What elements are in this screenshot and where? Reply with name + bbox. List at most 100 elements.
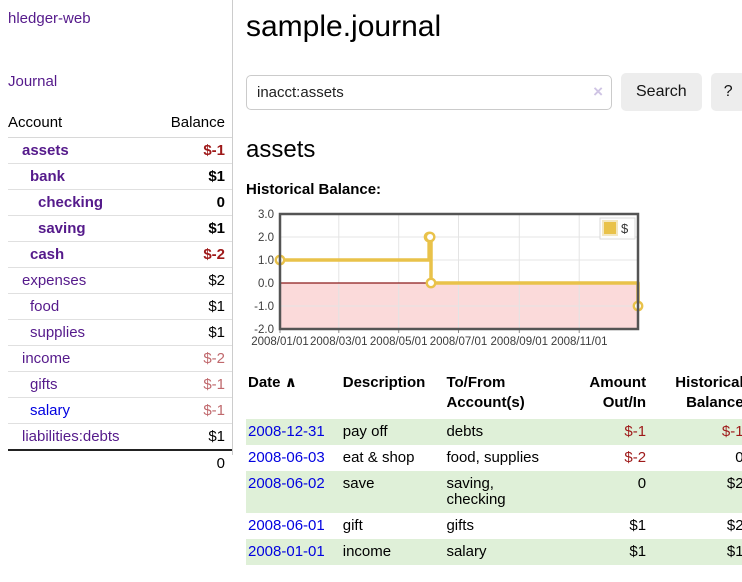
- account-link[interactable]: supplies: [30, 324, 86, 341]
- search-input[interactable]: [246, 74, 612, 110]
- legend-label: $: [621, 221, 629, 236]
- account-balance: $-1: [203, 142, 225, 159]
- transaction-row: 2008-12-31 pay off debts $-1 $-1: [246, 419, 742, 445]
- page: hledger-web Journal Account Balance asse…: [0, 0, 742, 565]
- account-row: liabilities:debts $1: [8, 423, 232, 450]
- account-link[interactable]: liabilities:debts: [22, 428, 120, 445]
- chart-data-point: [425, 277, 437, 289]
- txn-date-cell: 2008-06-02: [246, 471, 343, 513]
- account-balance: $-2: [152, 345, 232, 372]
- txn-accounts: saving, checking: [446, 475, 506, 508]
- account-link[interactable]: salary: [30, 402, 71, 419]
- chart-title: Historical Balance:: [246, 181, 382, 198]
- txn-date-cell: 2008-01-01: [246, 539, 343, 565]
- legend-swatch: [602, 220, 618, 236]
- col-amount: Amount Out/In: [589, 374, 647, 411]
- app-title-link[interactable]: hledger-web: [8, 10, 91, 27]
- account-name-cell: expenses: [8, 267, 153, 294]
- account-row: supplies $1: [8, 319, 232, 346]
- accounts-balance-table: Account Balance assets $-1 bank $1 check…: [8, 110, 232, 476]
- txn-amount: $-1: [624, 423, 647, 440]
- svg-text:2008/03/01: 2008/03/01: [310, 336, 368, 348]
- accounts-total-value: 0: [152, 449, 232, 476]
- txn-amount: $1: [629, 517, 647, 534]
- txn-date-link[interactable]: 2008-06-03: [248, 449, 325, 466]
- chart-data-point: [424, 231, 436, 243]
- col-date[interactable]: Date ∧: [248, 374, 297, 391]
- txn-date-link[interactable]: 2008-06-02: [248, 475, 325, 492]
- account-balance: $2: [152, 267, 232, 294]
- account-link[interactable]: cash: [30, 246, 65, 263]
- txn-date-cell: 2008-06-03: [246, 445, 343, 471]
- search-button[interactable]: Search: [621, 73, 702, 111]
- txn-date-cell: 2008-06-01: [246, 513, 343, 539]
- sidebar: hledger-web Journal Account Balance asse…: [0, 0, 233, 476]
- account-name-cell: salary: [8, 397, 153, 424]
- transaction-row: 2008-01-01 income salary $1 $1: [246, 539, 742, 565]
- account-name-cell: supplies: [8, 319, 153, 346]
- account-row: expenses $2: [8, 267, 232, 294]
- historical-balance-chart: 3.0 2.0 1.0 0.0 -1.0 -2.0 2008/01/01 2008/03/01…: [246, 206, 742, 356]
- accounts-total-row: 0: [8, 449, 232, 476]
- account-name-cell: liabilities:debts: [8, 423, 153, 450]
- account-row: food $1: [8, 293, 232, 320]
- transaction-row: 2008-06-02 save saving, checking 0 $2: [246, 471, 742, 513]
- account-link[interactable]: expenses: [22, 272, 87, 289]
- svg-text:2008/09/01: 2008/09/01: [491, 336, 549, 348]
- account-row: gifts $-1: [8, 371, 232, 398]
- txn-accounts: gifts: [446, 517, 474, 534]
- account-link[interactable]: assets: [22, 142, 69, 159]
- main-content: sample.journal × Search ? assets Histori…: [233, 0, 742, 565]
- transaction-row: 2008-06-01 gift gifts $1 $2: [246, 513, 742, 539]
- svg-text:2008/01/01: 2008/01/01: [251, 336, 309, 348]
- account-balance: $1: [152, 423, 232, 450]
- account-row: assets $-1: [8, 138, 232, 164]
- help-button[interactable]: ?: [710, 73, 742, 111]
- account-name-cell: income: [8, 345, 153, 372]
- account-link[interactable]: bank: [30, 168, 66, 185]
- account-link[interactable]: gifts: [30, 376, 58, 393]
- txn-accounts: salary: [446, 543, 487, 560]
- svg-text:3.0: 3.0: [258, 209, 274, 221]
- account-link[interactable]: saving: [38, 220, 86, 237]
- account-link[interactable]: income: [22, 350, 71, 367]
- txn-date-link[interactable]: 2008-01-01: [248, 543, 325, 560]
- account-link[interactable]: checking: [38, 194, 104, 211]
- txn-description: gift: [342, 517, 363, 534]
- txn-date-link[interactable]: 2008-12-31: [248, 423, 325, 440]
- svg-text:0.0: 0.0: [258, 278, 274, 290]
- sidebar-item-journal[interactable]: Journal: [8, 73, 58, 90]
- txn-accounts: food, supplies: [446, 449, 540, 466]
- chart-legend: $: [599, 217, 636, 240]
- account-name-cell: checking: [8, 189, 153, 216]
- svg-text:2008/05/01: 2008/05/01: [370, 336, 428, 348]
- txn-balance: $-1: [721, 423, 742, 440]
- txn-balance: 0: [735, 449, 742, 466]
- account-name-cell: gifts: [8, 371, 153, 398]
- txn-balance: $2: [726, 475, 742, 492]
- txn-date-link[interactable]: 2008-06-01: [248, 517, 325, 534]
- col-accounts: To/From Account(s): [446, 374, 525, 411]
- txn-description: pay off: [342, 423, 388, 440]
- transactions-body: 2008-12-31 pay off debts $-1 $-1 2008-06…: [246, 419, 742, 565]
- sort-asc-icon: ∧: [284, 374, 297, 391]
- account-link[interactable]: food: [30, 298, 60, 315]
- account-name-cell: bank: [8, 163, 153, 190]
- clear-search-icon[interactable]: ×: [593, 81, 603, 101]
- account-balance: $1: [152, 215, 232, 242]
- svg-text:2008/07/01: 2008/07/01: [430, 336, 488, 348]
- account-name-cell: cash: [8, 241, 153, 268]
- transaction-row: 2008-06-03 eat & shop food, supplies $-2…: [246, 445, 742, 471]
- account-row: saving $1: [8, 215, 232, 242]
- chart-border: [278, 212, 640, 331]
- txn-description: eat & shop: [342, 449, 415, 466]
- txn-balance: $2: [726, 517, 742, 534]
- account-row: checking 0: [8, 189, 232, 216]
- account-balance: 0: [152, 189, 232, 216]
- page-title: sample.journal: [246, 10, 442, 43]
- account-row: salary $-1: [8, 397, 232, 424]
- account-name-cell: assets: [8, 138, 153, 164]
- txn-amount: $-2: [624, 449, 647, 466]
- accounts-header-row: Account Balance: [8, 110, 232, 138]
- col-description: Description: [342, 374, 426, 391]
